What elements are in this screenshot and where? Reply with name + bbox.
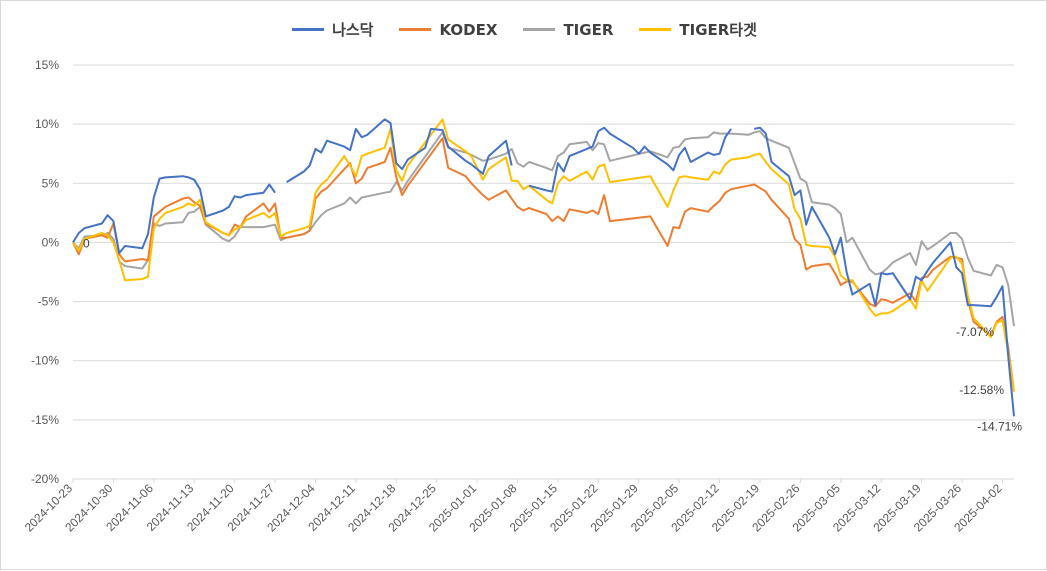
y-tick-label: -10% [31, 354, 59, 368]
legend-item-tiger: TIGER [523, 21, 613, 39]
legend-item-nasdaq: 나스닥 [292, 19, 373, 40]
y-tick-label: 10% [35, 117, 59, 131]
legend-label-kodex: KODEX [439, 20, 498, 39]
data-label: -14.71% [977, 419, 1022, 433]
y-tick-label: 5% [42, 176, 60, 190]
legend-swatch-nasdaq [292, 28, 325, 31]
legend-swatch-kodex [399, 28, 432, 31]
legend-item-kodex: KODEX [399, 21, 497, 39]
series-line-3 [72, 118, 1015, 392]
y-tick-label: -5% [38, 295, 60, 309]
legend-item-tiger-target: TIGER타겟 [639, 19, 757, 40]
y-tick-label: -20% [31, 472, 59, 486]
data-label: 0 [83, 236, 90, 250]
legend-label-tiger: TIGER [563, 20, 614, 39]
legend-swatch-tiger [523, 28, 556, 31]
y-tick-label: -15% [31, 413, 59, 427]
legend-swatch-tiger-target [639, 28, 672, 31]
data-label: -12.58% [959, 383, 1004, 397]
legend: 나스닥 KODEX TIGER TIGER타겟 [1, 19, 1047, 40]
data-label: -7.07% [956, 325, 994, 339]
series-line-2 [72, 130, 1015, 327]
y-tick-label: 15% [35, 58, 59, 72]
y-tick-label: 0% [42, 235, 60, 249]
legend-label-tiger-target: TIGER타겟 [679, 21, 757, 39]
legend-label-nasdaq: 나스닥 [332, 21, 374, 39]
series-line-0 [72, 118, 1015, 417]
series-line-1 [72, 137, 1015, 392]
